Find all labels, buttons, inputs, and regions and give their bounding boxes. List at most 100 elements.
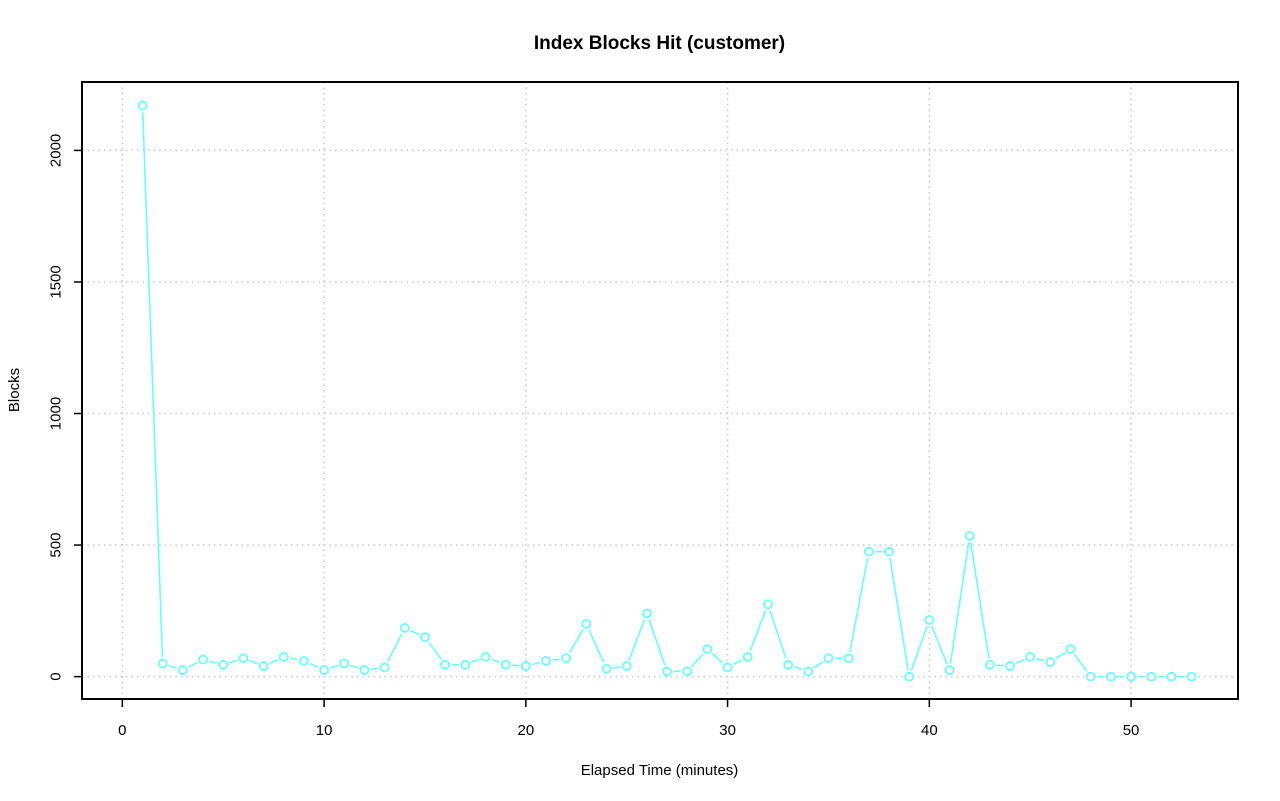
data-point bbox=[520, 661, 531, 672]
data-point bbox=[722, 662, 733, 673]
series-segment bbox=[612, 666, 621, 669]
data-point bbox=[460, 659, 471, 670]
data-point bbox=[783, 659, 794, 670]
data-point bbox=[359, 665, 370, 675]
series-segment bbox=[330, 664, 339, 669]
series-segment bbox=[931, 625, 948, 665]
x-tick-label: 20 bbox=[517, 722, 534, 739]
series-segment bbox=[628, 619, 646, 661]
y-tick-label: 2000 bbox=[48, 134, 65, 167]
data-point bbox=[984, 659, 995, 670]
y-tick-label: 1500 bbox=[48, 265, 65, 298]
series-segment bbox=[209, 660, 218, 664]
data-point bbox=[823, 653, 834, 664]
series-segment bbox=[813, 661, 824, 669]
data-point bbox=[843, 653, 854, 664]
data-point bbox=[177, 665, 188, 675]
data-point bbox=[278, 652, 289, 662]
series-segment bbox=[168, 664, 177, 669]
data-point bbox=[399, 623, 410, 633]
series-segment bbox=[732, 659, 743, 666]
series-segment bbox=[969, 542, 990, 659]
data-point bbox=[964, 530, 975, 541]
data-point bbox=[379, 662, 390, 673]
x-axis-label: Elapsed Time (minutes) bbox=[581, 762, 739, 779]
series-segment bbox=[370, 667, 379, 671]
series-segment bbox=[552, 658, 560, 661]
data-point bbox=[904, 671, 915, 682]
series-segment bbox=[141, 112, 164, 658]
x-tick-label: 40 bbox=[921, 722, 938, 739]
series-segment bbox=[849, 557, 869, 652]
series-segment bbox=[289, 657, 298, 661]
data-point bbox=[742, 652, 753, 662]
data-point bbox=[1186, 671, 1197, 682]
data-point bbox=[884, 546, 894, 557]
series-segment bbox=[471, 658, 480, 664]
series-segment bbox=[749, 610, 767, 652]
data-point bbox=[601, 663, 612, 674]
data-point bbox=[944, 665, 955, 675]
series-segment bbox=[949, 542, 970, 664]
series-segment bbox=[531, 661, 540, 666]
data-point bbox=[339, 658, 350, 669]
data-point bbox=[480, 652, 491, 662]
series-segment bbox=[269, 658, 279, 665]
data-point bbox=[238, 653, 249, 664]
series-segment bbox=[769, 610, 787, 659]
data-point bbox=[157, 658, 168, 669]
data-point bbox=[1005, 661, 1015, 672]
series-segment bbox=[690, 653, 704, 668]
data-point bbox=[924, 615, 935, 625]
series-segment bbox=[1073, 653, 1088, 672]
data-point bbox=[1106, 671, 1116, 682]
y-axis-label: Blocks bbox=[6, 368, 23, 412]
data-point bbox=[218, 659, 229, 670]
series-segment bbox=[568, 629, 584, 654]
data-point bbox=[299, 655, 309, 666]
series-segment bbox=[491, 658, 500, 664]
y-tick-label: 500 bbox=[48, 533, 65, 558]
series-segment bbox=[1036, 657, 1045, 662]
series-segment bbox=[794, 666, 803, 671]
series-segment bbox=[711, 652, 724, 664]
data-point bbox=[863, 546, 874, 557]
data-point bbox=[621, 661, 632, 672]
series-segment bbox=[889, 557, 909, 671]
data-point bbox=[641, 608, 652, 619]
series-segment bbox=[1015, 658, 1025, 665]
data-point bbox=[440, 659, 451, 670]
data-point bbox=[561, 653, 572, 664]
data-point bbox=[1025, 652, 1036, 662]
data-point bbox=[702, 644, 713, 654]
series-segment bbox=[1055, 651, 1066, 660]
series-layer bbox=[137, 100, 1197, 682]
data-point bbox=[763, 599, 773, 610]
data-point bbox=[682, 666, 693, 677]
data-point bbox=[1065, 644, 1076, 654]
data-point bbox=[420, 632, 430, 643]
data-point bbox=[1146, 671, 1157, 682]
y-tick-label: 0 bbox=[48, 672, 65, 680]
data-point bbox=[137, 100, 148, 111]
data-point bbox=[258, 661, 269, 672]
series-segment bbox=[386, 633, 403, 663]
series-segment bbox=[428, 641, 442, 661]
series-segment bbox=[188, 661, 198, 668]
data-point bbox=[1045, 657, 1056, 668]
series-segment bbox=[350, 664, 359, 669]
series-segment bbox=[910, 625, 928, 671]
x-tick-label: 50 bbox=[1123, 722, 1140, 739]
data-point bbox=[500, 659, 511, 670]
x-tick-label: 0 bbox=[118, 722, 126, 739]
data-point bbox=[198, 654, 208, 665]
series-segment bbox=[588, 629, 605, 664]
data-point bbox=[662, 666, 672, 677]
series-segment bbox=[249, 659, 258, 665]
data-point bbox=[1085, 671, 1096, 682]
grid bbox=[82, 82, 1238, 699]
series-segment bbox=[309, 662, 319, 669]
y-tick-label: 1000 bbox=[48, 397, 65, 430]
